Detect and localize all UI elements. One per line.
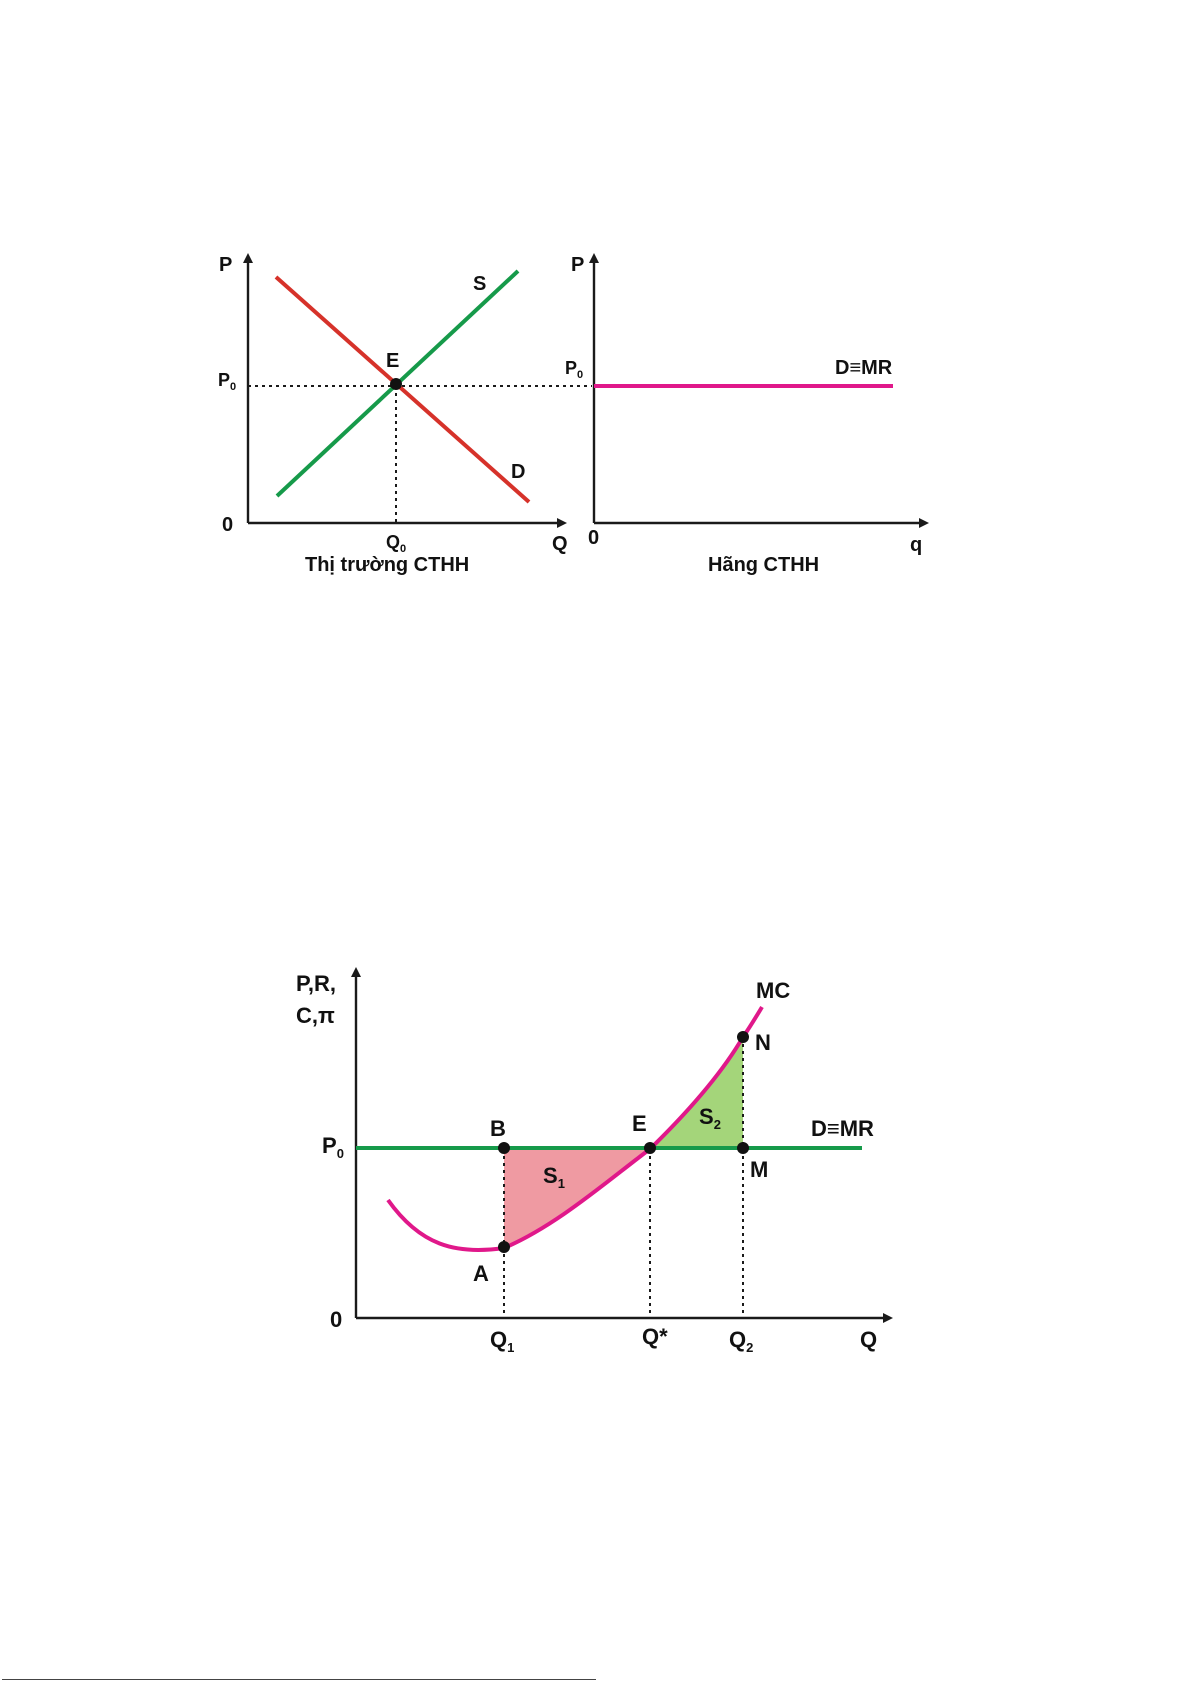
point-m-label: M [750, 1157, 768, 1182]
point-e-label: E [632, 1111, 647, 1136]
demand-label: D [511, 461, 525, 483]
market-price-label: P0 [218, 370, 236, 393]
supply-label: S [473, 273, 486, 295]
point-e [644, 1142, 656, 1154]
point-n-label: N [755, 1030, 771, 1055]
market-origin-label: 0 [222, 514, 233, 536]
firm-axis-p-label: P [571, 254, 584, 276]
profit-x-axis-label: Q [860, 1327, 877, 1352]
area-s2-label: S2 [699, 1104, 721, 1132]
firm-caption: Hãng CTHH [708, 554, 819, 576]
profit-diagram: P,R, C,π Q 0 P0 MC D≡MR B A E N M Q1 Q* … [296, 967, 893, 1355]
area-s1 [504, 1149, 650, 1248]
point-m [737, 1142, 749, 1154]
point-a-label: A [473, 1261, 489, 1286]
area-s2 [650, 1037, 743, 1149]
firm-demand-label: D≡MR [835, 357, 893, 379]
point-n [737, 1031, 749, 1043]
market-panel: P Q 0 P0 Q0 S D E Thị trường CTHH [218, 253, 592, 576]
q2-label: Q2 [729, 1327, 753, 1355]
market-caption: Thị trường CTHH [305, 554, 469, 576]
profit-y-axis-label-line2: C,π [296, 1003, 335, 1028]
profit-y-axis-label-line1: P,R, [296, 971, 336, 996]
area-s1-label: S1 [543, 1163, 565, 1191]
qstar-label: Q* [642, 1324, 668, 1349]
market-axis-p-label: P [219, 254, 232, 276]
profit-origin-label: 0 [330, 1307, 342, 1332]
market-equilibrium-point [390, 378, 402, 390]
firm-price-label: P0 [565, 358, 583, 381]
firm-panel: P q 0 P0 D≡MR Hãng CTHH [565, 253, 929, 576]
point-a [498, 1241, 510, 1253]
q1-label: Q1 [490, 1327, 514, 1355]
market-quantity-label: Q0 [386, 532, 406, 555]
point-b [498, 1142, 510, 1154]
point-b-label: B [490, 1116, 506, 1141]
mc-label: MC [756, 978, 790, 1003]
footnote-rule [2, 1679, 596, 1680]
mr-label: D≡MR [811, 1116, 874, 1141]
equilibrium-label: E [386, 350, 399, 372]
firm-axis-q-label: q [910, 534, 922, 556]
firm-origin-label: 0 [588, 527, 599, 549]
market-demand-curve [274, 275, 531, 504]
profit-price-label: P0 [322, 1133, 344, 1161]
market-axis-q-label: Q [552, 533, 568, 555]
